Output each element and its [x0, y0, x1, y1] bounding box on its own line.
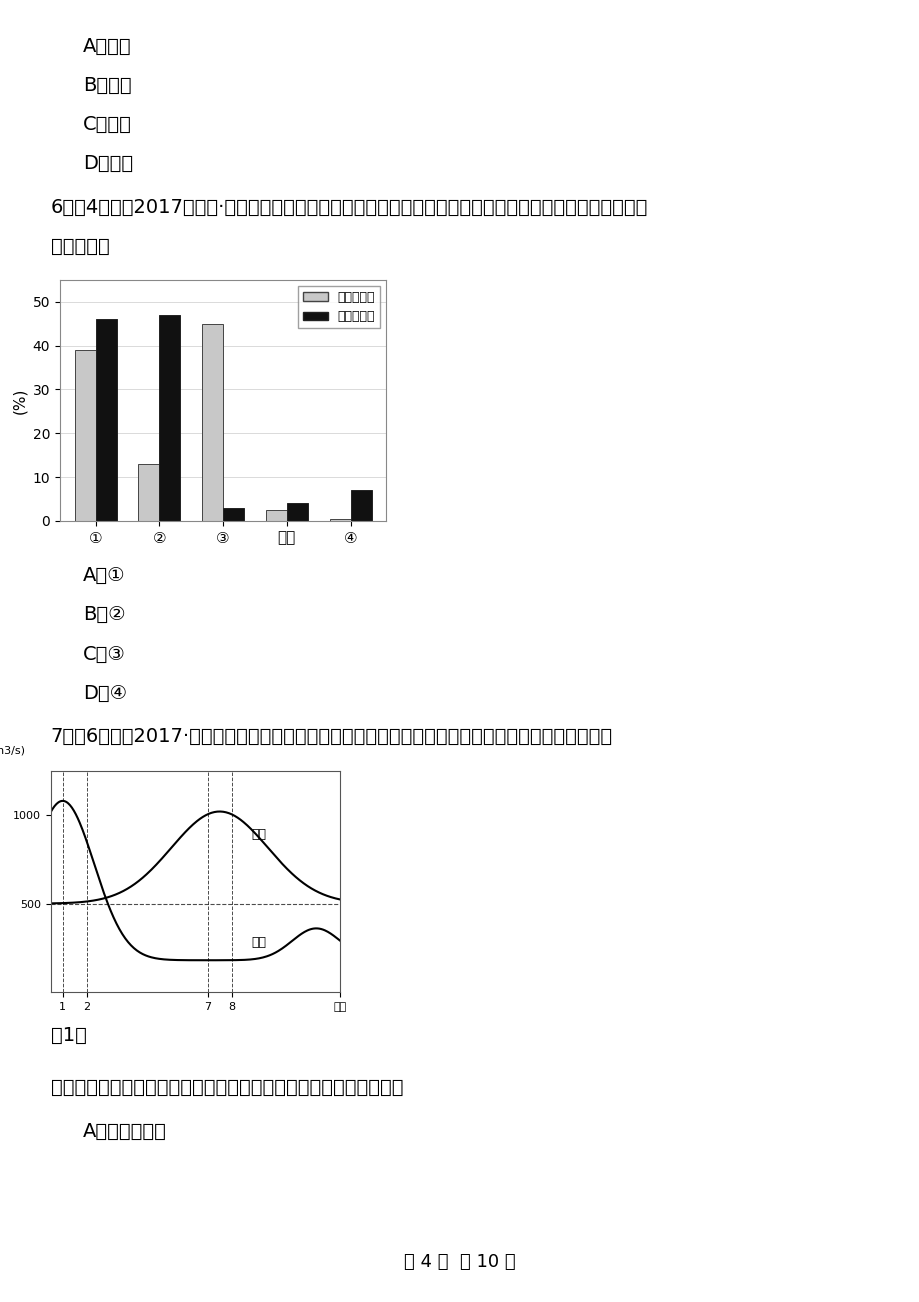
- Text: C．西北: C．西北: [83, 115, 131, 134]
- Text: 第 4 页  共 10 页: 第 4 页 共 10 页: [403, 1253, 516, 1271]
- Text: A．北方: A．北方: [83, 36, 131, 56]
- Bar: [159, 315, 180, 521]
- Y-axis label: (%): (%): [12, 387, 27, 414]
- Text: B．②: B．②: [83, 605, 125, 625]
- Text: D．东南: D．东南: [83, 154, 132, 173]
- Bar: [202, 324, 223, 521]
- Text: 6．（4分）（2017高一下·静海期末）下图为「我国五种交通运输方式周转量比重图」，其中表示铁路运输的: 6．（4分）（2017高一下·静海期末）下图为「我国五种交通运输方式周转量比重图…: [51, 198, 647, 217]
- Text: 是（　　）: 是（ ）: [51, 237, 109, 256]
- Bar: [138, 464, 159, 521]
- Text: 从图中可以看出，河流上游和下游最主要的补给水源分别是（　　）: 从图中可以看出，河流上游和下游最主要的补给水源分别是（ ）: [51, 1078, 403, 1098]
- Text: A．①: A．①: [83, 566, 125, 586]
- Bar: [223, 508, 244, 521]
- Bar: [74, 350, 96, 521]
- Bar: [266, 510, 287, 521]
- Text: 下游: 下游: [251, 828, 266, 841]
- Bar: [96, 319, 117, 521]
- Bar: [287, 504, 308, 521]
- Text: B．南方: B．南方: [83, 76, 131, 95]
- Text: D．④: D．④: [83, 684, 127, 703]
- Text: （1）: （1）: [51, 1026, 86, 1046]
- Text: 7．（6分）（2017·南平模拟）读北半球某河流上游、下游径流量随季节变化曲线图，完成下列各题。: 7．（6分）（2017·南平模拟）读北半球某河流上游、下游径流量随季节变化曲线图…: [51, 727, 612, 746]
- Text: 上游: 上游: [251, 936, 266, 949]
- Text: 径流量(m3/s): 径流量(m3/s): [0, 745, 26, 755]
- Bar: [350, 490, 371, 521]
- Text: A．雨水、雨水: A．雨水、雨水: [83, 1122, 166, 1142]
- Legend: 货运周转量, 旅客周转量: 货运周转量, 旅客周转量: [298, 286, 380, 328]
- Bar: [329, 518, 350, 521]
- Text: C．③: C．③: [83, 644, 126, 664]
